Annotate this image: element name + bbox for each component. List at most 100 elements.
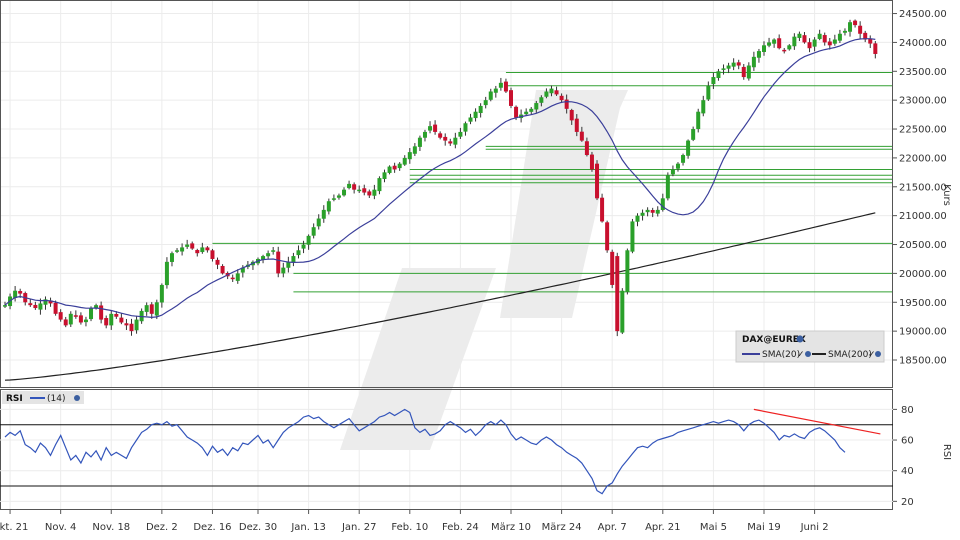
candle [205, 246, 210, 253]
candle-body [615, 256, 620, 332]
candle [746, 62, 751, 81]
candle [164, 257, 169, 289]
candle-body [498, 82, 503, 88]
candle [873, 41, 878, 59]
x-tick-label: Apr. 21 [645, 522, 680, 533]
rsi-settings-icon[interactable] [74, 395, 80, 401]
candle-body [331, 198, 336, 200]
candle-body [326, 201, 331, 212]
legend-sma20-settings-icon[interactable] [805, 351, 811, 357]
candle [53, 300, 58, 316]
candle [635, 213, 640, 227]
rsi-legend-title: RSI [6, 394, 23, 404]
candle-body [787, 45, 792, 50]
candle-body [144, 305, 149, 312]
candle [89, 306, 94, 322]
x-tick-label: Feb. 24 [442, 522, 479, 533]
legend-info-icon[interactable] [796, 335, 804, 343]
candle [655, 206, 660, 217]
candle [397, 162, 402, 171]
legend-sma200: SMA(200) [828, 350, 872, 360]
candle-body [822, 35, 827, 43]
candle-body [78, 315, 83, 323]
candle-body [797, 33, 802, 38]
price-tick-label: 18500.00 [899, 356, 947, 367]
rsi-tick-label: 20 [901, 497, 914, 508]
candle [681, 153, 686, 166]
candle-body [124, 323, 129, 326]
candle-body [493, 88, 498, 93]
candle [762, 41, 766, 56]
candle-body [397, 163, 402, 169]
candle [129, 318, 134, 336]
candle [326, 198, 331, 215]
legend-sma200-settings-icon[interactable] [875, 351, 881, 357]
candle-body [863, 32, 868, 40]
price-axis: 18500.00 19000.00 19500.00 20000.00 20500.00… [893, 9, 947, 367]
candle [701, 95, 706, 117]
candle [574, 114, 579, 137]
candle [311, 223, 316, 239]
candle-body [762, 45, 766, 52]
candle-body [210, 250, 215, 259]
candle [352, 182, 357, 194]
candle-body [792, 36, 797, 47]
rsi-tick-label: 80 [901, 405, 914, 416]
candle-body [301, 244, 306, 249]
candle-body [422, 131, 427, 138]
rsi-tick-label: 40 [901, 466, 914, 477]
candle-body [286, 261, 291, 268]
candle-body [271, 250, 276, 252]
candle [73, 310, 78, 319]
rsi-axis-title: RSI [941, 444, 952, 460]
x-tick-label: Dez. 2 [146, 522, 178, 533]
candle-body [48, 300, 53, 304]
candle-body [731, 62, 736, 67]
legend-sma20-check-icon[interactable]: ✓ [797, 350, 805, 360]
candle-body [33, 304, 38, 309]
candle [610, 249, 615, 289]
candle [149, 302, 154, 319]
x-tick-label: Apr. 7 [598, 522, 627, 533]
candle [433, 120, 438, 135]
candle [772, 38, 777, 48]
candle-body [721, 68, 726, 70]
candle [48, 297, 53, 307]
candle [832, 34, 837, 46]
candle-body [109, 313, 114, 326]
x-tick-label: März 24 [542, 522, 582, 533]
candle [180, 243, 185, 256]
candle-body [220, 265, 225, 274]
candle-body [579, 131, 584, 141]
candle [802, 32, 807, 44]
candle-body [610, 251, 615, 285]
candle-body [691, 129, 696, 140]
candle [503, 78, 508, 94]
candle-body [402, 157, 407, 165]
candle [407, 148, 412, 164]
candle-body [357, 189, 362, 192]
candle [848, 19, 853, 37]
candle [159, 283, 164, 308]
candle [741, 63, 746, 80]
candle [362, 184, 367, 196]
candle-body [589, 154, 594, 170]
candle [119, 313, 124, 325]
candle-body [190, 243, 195, 249]
legend-sma200-check-icon[interactable]: ✓ [868, 350, 876, 360]
candle [498, 77, 503, 91]
candle-body [549, 88, 554, 94]
legend-instrument: DAX@EUREX [742, 335, 806, 345]
candle [357, 185, 362, 193]
candle [691, 126, 696, 142]
rsi-grid [0, 390, 893, 509]
x-tick-label: Nov. 4 [45, 522, 76, 533]
candle [696, 108, 701, 133]
candle-body [509, 90, 513, 106]
candle-body [670, 169, 675, 175]
candle-body [261, 256, 266, 260]
candle-body [453, 137, 458, 145]
candle-body [276, 251, 281, 274]
candle [372, 184, 377, 200]
candle [235, 269, 240, 284]
